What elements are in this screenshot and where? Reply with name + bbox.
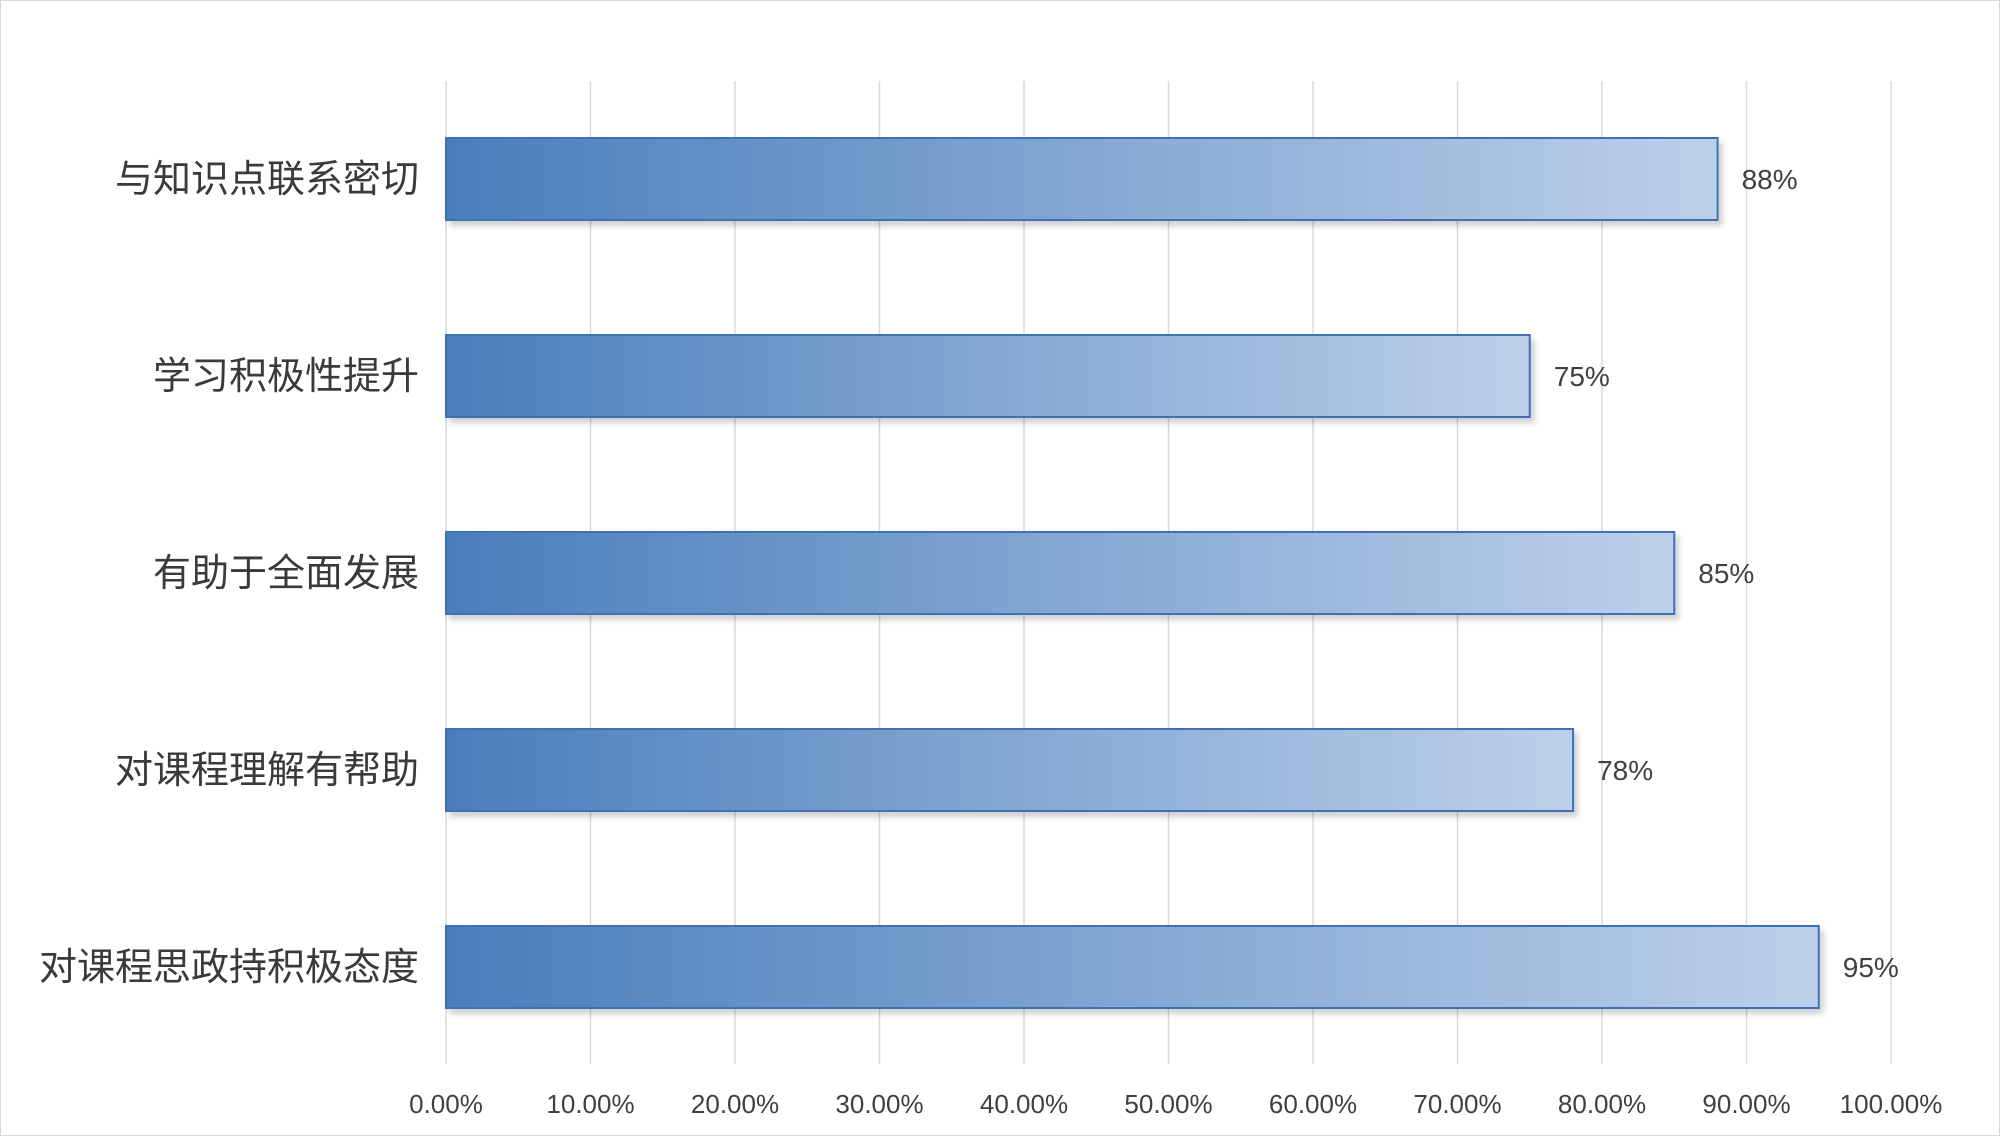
x-tick-label: 80.00% bbox=[1558, 1089, 1646, 1119]
data-label: 78% bbox=[1597, 755, 1653, 786]
bars bbox=[445, 137, 1820, 1009]
data-labels: 88% 75% 85% 78% 95% bbox=[1554, 164, 1899, 983]
x-tick-label: 70.00% bbox=[1413, 1089, 1501, 1119]
bar bbox=[445, 137, 1719, 221]
x-axis-tick-labels: 0.00% 10.00% 20.00% 30.00% 40.00% 50.00% 60.00… bbox=[409, 1089, 1942, 1119]
category-label: 学习积极性提升 bbox=[153, 354, 419, 398]
x-tick-label: 20.00% bbox=[691, 1089, 779, 1119]
category-label: 对课程理解有帮助 bbox=[115, 748, 419, 792]
data-label: 75% bbox=[1554, 361, 1610, 392]
x-tick-label: 40.00% bbox=[980, 1089, 1068, 1119]
x-tick-label: 0.00% bbox=[409, 1089, 483, 1119]
bar bbox=[445, 925, 1820, 1009]
category-label: 有助于全面发展 bbox=[153, 551, 419, 595]
data-label: 95% bbox=[1843, 952, 1899, 983]
bar bbox=[445, 531, 1676, 615]
category-label: 对课程思政持积极态度 bbox=[39, 945, 419, 989]
x-tick-label: 10.00% bbox=[546, 1089, 634, 1119]
x-tick-label: 90.00% bbox=[1702, 1089, 1790, 1119]
x-tick-label: 30.00% bbox=[835, 1089, 923, 1119]
x-tick-label: 60.00% bbox=[1269, 1089, 1357, 1119]
x-tick-label: 50.00% bbox=[1124, 1089, 1212, 1119]
x-tick-label: 100.00% bbox=[1840, 1089, 1943, 1119]
bar bbox=[445, 334, 1531, 418]
data-label: 85% bbox=[1698, 558, 1754, 589]
category-label: 与知识点联系密切 bbox=[115, 157, 419, 201]
data-label: 88% bbox=[1742, 164, 1798, 195]
bar bbox=[445, 728, 1575, 812]
